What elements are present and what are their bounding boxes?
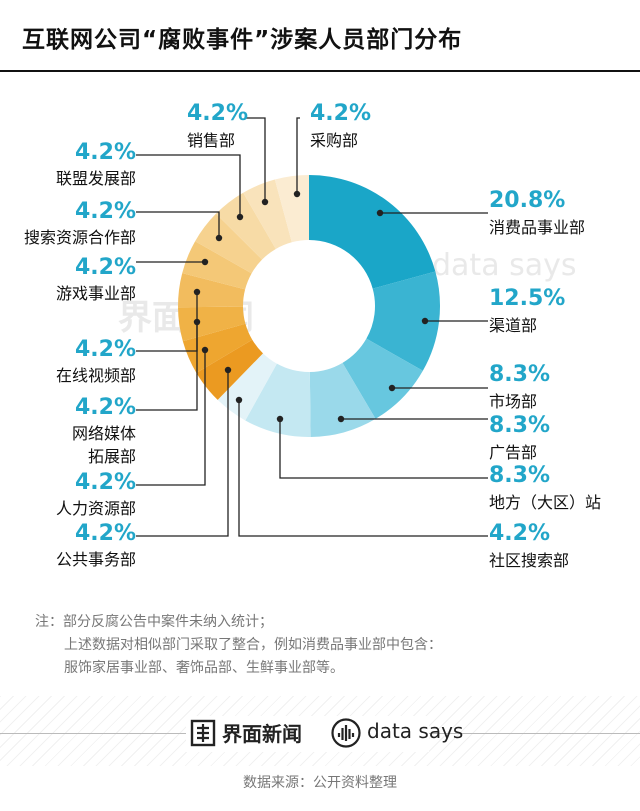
leader-line-7	[136, 350, 206, 486]
pct-renli: 4.2%	[74, 470, 136, 495]
leader-line-6	[136, 370, 229, 537]
leader-dot-14	[293, 190, 301, 198]
watermark-en: data says	[432, 248, 577, 283]
label-xiaofei: 消费品事业部	[489, 218, 586, 237]
chart-title: 互联网公司“腐败事件”涉案人员部门分布	[22, 27, 463, 53]
label-wangluo-1: 网络媒体	[71, 424, 136, 443]
leader-dot-2	[388, 384, 396, 392]
leader-dot-1	[421, 317, 429, 325]
label-zaixian: 在线视频部	[55, 366, 136, 385]
footer-rule-left	[0, 733, 186, 734]
label-guanggao: 广告部	[489, 443, 538, 462]
pct-xiaoshou: 4.2%	[187, 101, 249, 126]
pct-zaixian: 4.2%	[74, 337, 136, 362]
slice-10	[182, 241, 252, 290]
label-gonggong: 公共事务部	[55, 550, 136, 569]
pct-lianmeng: 4.2%	[74, 140, 136, 165]
leader-dot-11	[215, 234, 223, 242]
note-line-1: 注：部分反腐公告中案件未纳入统计；	[35, 614, 273, 630]
leader-line-9	[136, 292, 198, 352]
leader-dot-12	[236, 213, 244, 221]
pct-caigou: 4.2%	[310, 101, 372, 126]
footer-brand-box	[186, 716, 429, 752]
source-note: 数据来源：公开资料整理	[243, 775, 397, 791]
label-sousuo: 搜索资源合作部	[23, 228, 136, 247]
pct-difang: 8.3%	[489, 463, 551, 488]
label-shichang: 市场部	[489, 392, 538, 411]
leader-dot-13	[261, 198, 269, 206]
pct-xiaofei: 20.8%	[489, 188, 566, 213]
label-caigou: 采购部	[310, 131, 359, 150]
leader-dot-6	[224, 366, 232, 374]
jiemian-logo-icon	[190, 719, 216, 747]
note-line-3: 服饰家居事业部、奢饰品部、生鲜事业部等。	[64, 660, 344, 676]
slice-11	[195, 213, 263, 274]
pct-wangluo: 4.2%	[74, 395, 136, 420]
leader-line-5	[238, 400, 488, 537]
leader-dot-9	[193, 288, 201, 296]
leader-line-13	[246, 117, 266, 202]
leader-line-12	[136, 154, 241, 217]
pct-guanggao: 8.3%	[489, 413, 551, 438]
leader-dot-4	[276, 415, 284, 423]
slice-9	[178, 273, 246, 308]
leader-dot-7	[201, 346, 209, 354]
label-wangluo-2: 拓展部	[87, 447, 136, 466]
donut-slices	[178, 175, 441, 437]
label-difang: 地方（大区）站	[489, 493, 602, 512]
title-rule	[0, 70, 640, 72]
leader-dot-10	[201, 258, 209, 266]
data-says-logo-icon	[331, 718, 361, 748]
label-renli: 人力资源部	[55, 499, 136, 518]
slice-1	[366, 271, 441, 371]
footer-brand-en: data says	[367, 719, 464, 743]
slice-5	[217, 353, 277, 421]
leader-dot-5	[235, 396, 243, 404]
slice-13	[243, 179, 292, 249]
slice-14	[274, 175, 309, 243]
label-shequ: 社区搜索部	[489, 551, 570, 570]
leader-dot-3	[337, 415, 345, 423]
leader-dots	[193, 190, 429, 423]
pct-gonggong: 4.2%	[74, 521, 136, 546]
footer-rule-right	[429, 733, 640, 734]
note-line-2: 上述数据对相似部门采取了整合，例如消费品事业部中包含：	[64, 637, 442, 653]
leader-line-4	[279, 419, 488, 479]
label-lianmeng: 联盟发展部	[55, 169, 136, 188]
leader-dot-0	[376, 209, 384, 217]
pct-sousuo: 4.2%	[74, 199, 136, 224]
slice-7	[182, 323, 253, 373]
pct-qudao: 12.5%	[489, 286, 566, 311]
leader-line-11	[136, 211, 220, 238]
pct-youxi: 4.2%	[74, 255, 136, 280]
label-youxi: 游戏事业部	[55, 284, 136, 303]
label-xiaoshou: 销售部	[187, 131, 236, 150]
slice-8	[178, 306, 246, 342]
footer-brand-cn: 界面新闻	[222, 722, 302, 746]
slice-2	[342, 338, 423, 419]
pct-shichang: 8.3%	[489, 362, 551, 387]
slice-4	[245, 363, 311, 437]
pct-shequ: 4.2%	[489, 521, 551, 546]
leader-lines	[136, 117, 488, 537]
label-qudao: 渠道部	[489, 316, 538, 335]
slice-0	[309, 175, 436, 289]
leader-line-14	[296, 117, 300, 194]
slice-12	[215, 192, 276, 260]
leader-dot-8	[193, 318, 201, 326]
